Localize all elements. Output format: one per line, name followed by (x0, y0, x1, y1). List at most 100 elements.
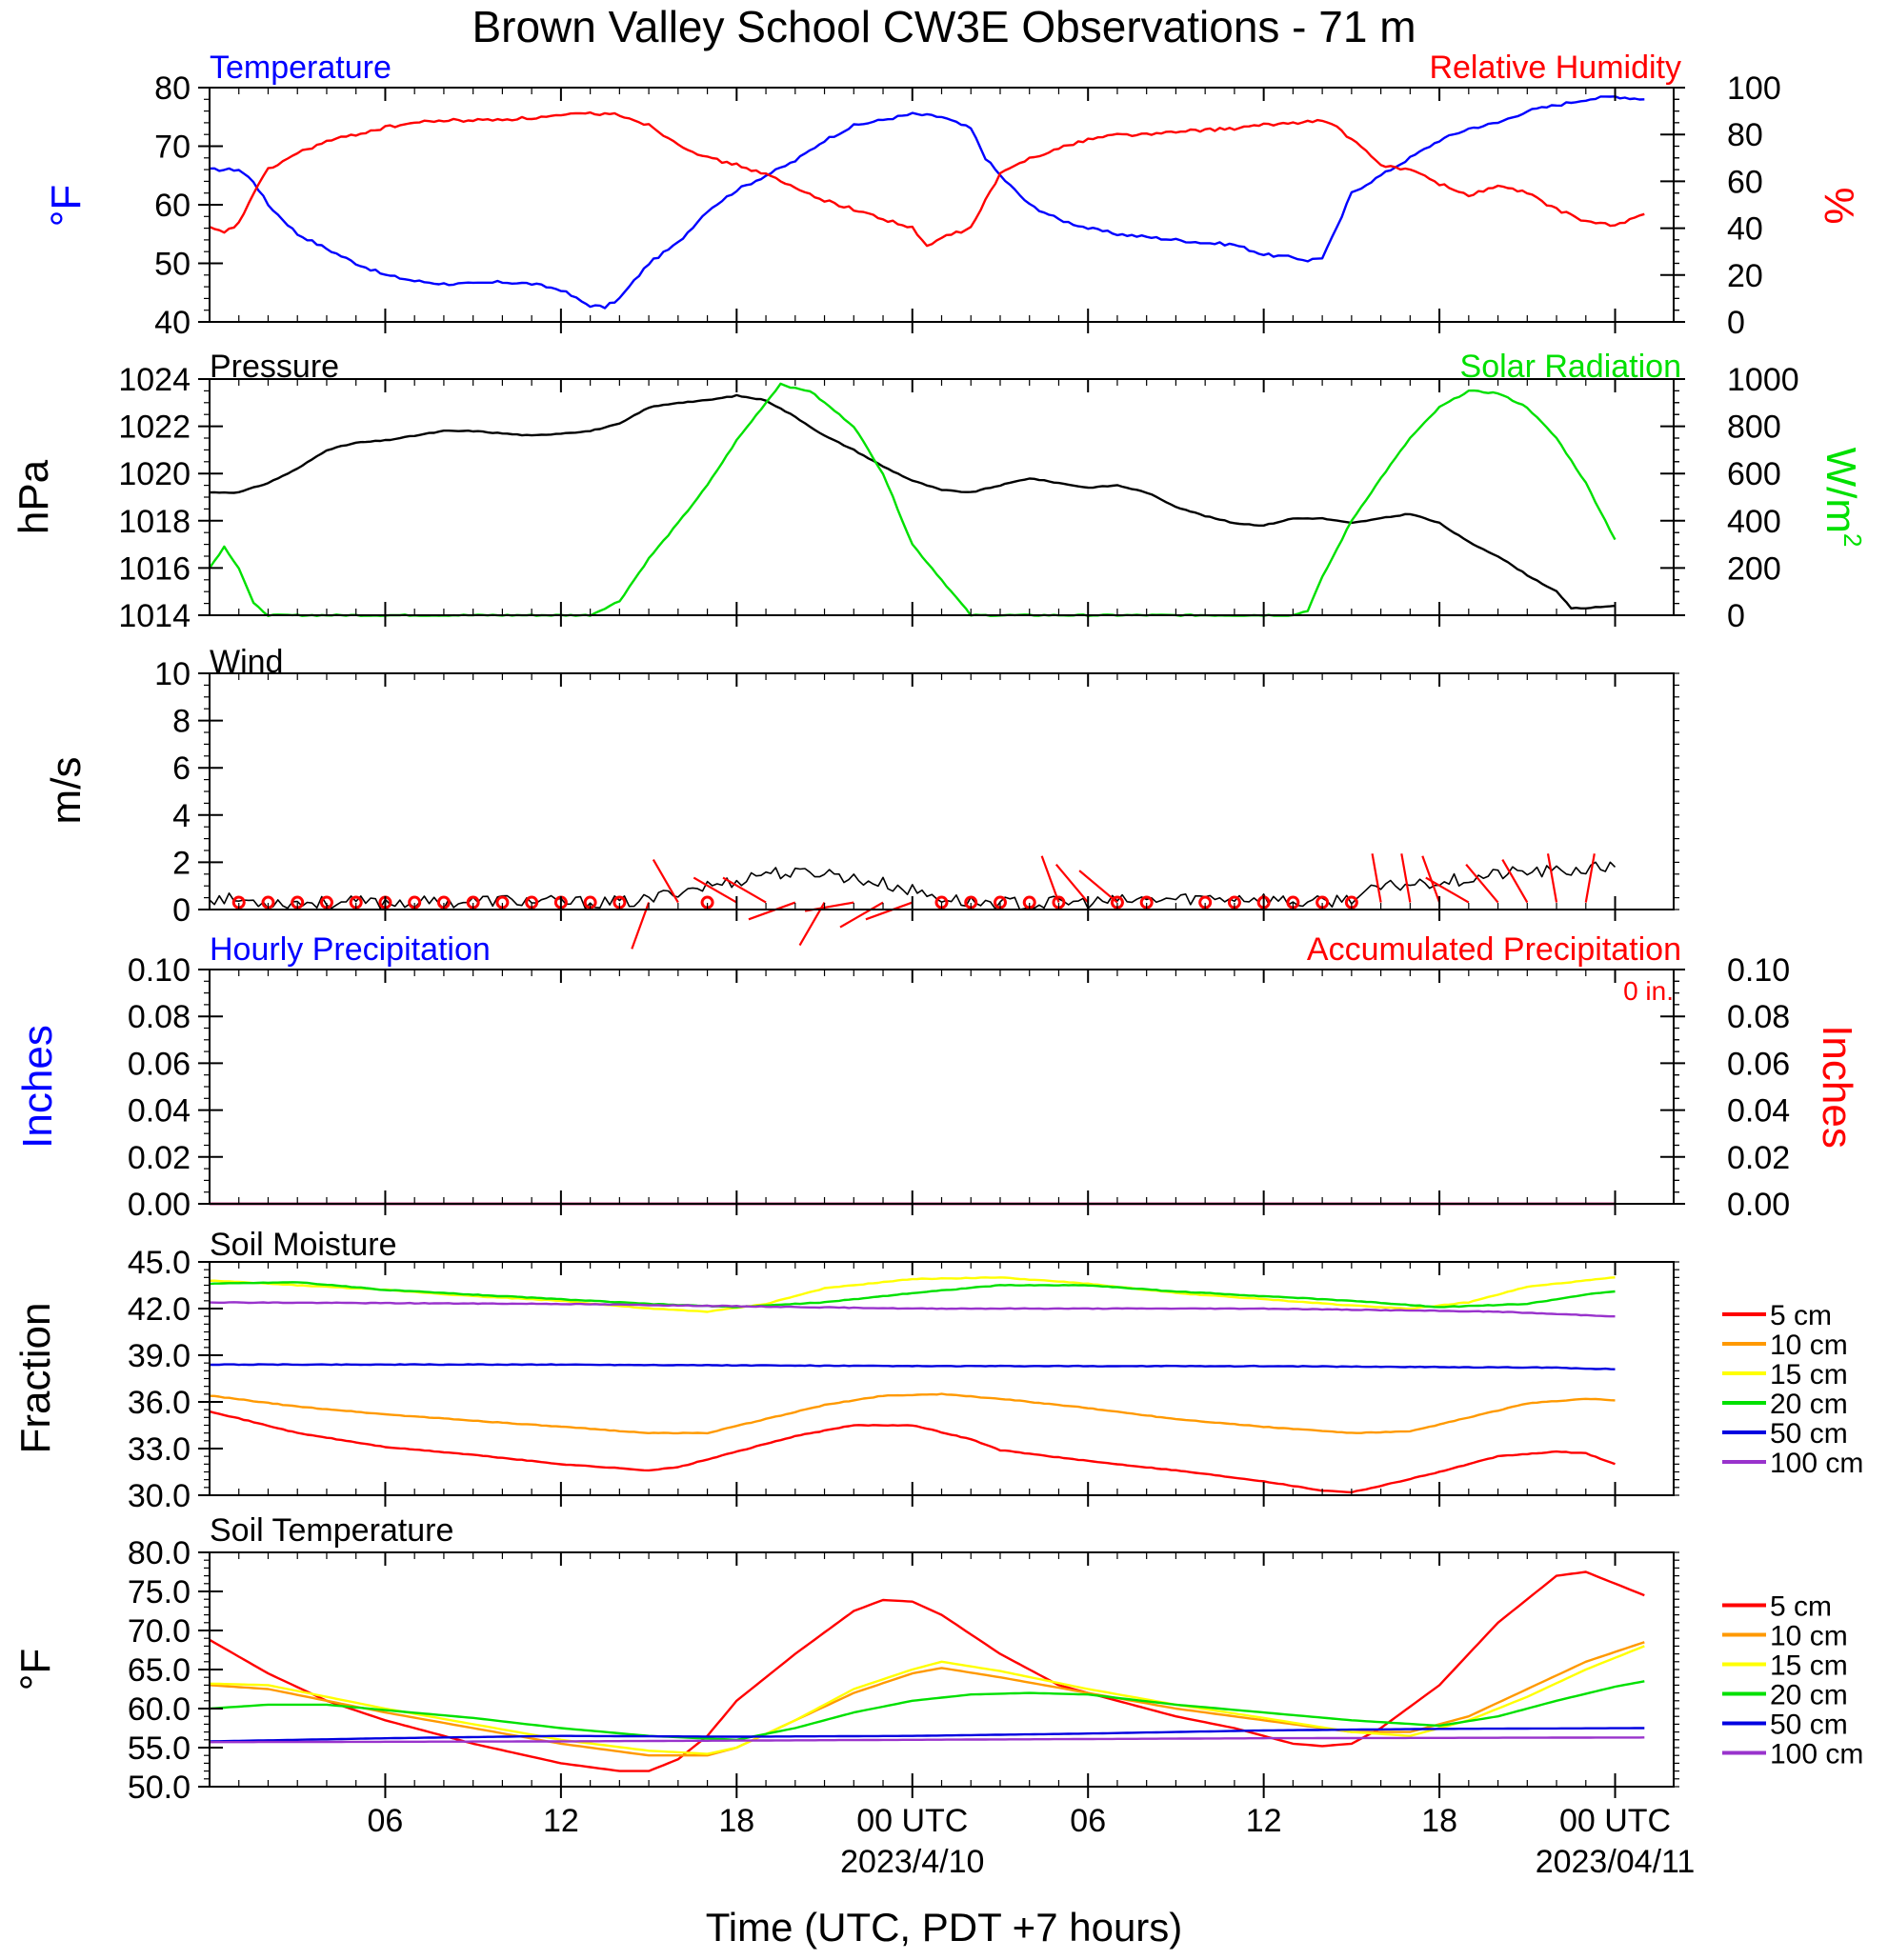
soil-line-20-cm (209, 1281, 1616, 1309)
solar-tick-labels: 1000 800 600 400 200 0 (1727, 362, 1799, 634)
left-tick-label: 55.0 (128, 1730, 191, 1767)
legend-label: 5 cm (1770, 1591, 1832, 1623)
time-tick-label: 18 (1421, 1803, 1457, 1839)
left-tick-label: 65.0 (128, 1652, 191, 1689)
right-tick-label: 20 (1727, 258, 1763, 294)
left-tick-label: 75.0 (128, 1574, 191, 1610)
left-tick-label: 4 (172, 798, 191, 834)
temperature-humidity-panel: Temperature Relative Humidity °F % 80 70 6… (43, 50, 1862, 341)
wind-barb (1465, 864, 1499, 904)
temperature-title: Temperature (210, 50, 392, 86)
right-tick-label: 0.04 (1727, 1093, 1790, 1130)
right-tick-label: 0.02 (1727, 1140, 1790, 1176)
wind-barb (1040, 855, 1060, 903)
legend-label: 10 cm (1770, 1621, 1848, 1652)
right-tick-label: 0.06 (1727, 1046, 1790, 1082)
temperature-tick-labels: 80 70 60 50 40 (154, 70, 191, 341)
wind-barb (748, 901, 796, 921)
soil-line-10-cm (209, 1641, 1645, 1757)
time-axis-title: Time (UTC, PDT +7 hours) (706, 1905, 1183, 1950)
legend-label: 10 cm (1770, 1330, 1848, 1361)
temperature-line (209, 95, 1645, 310)
soil-line-5-cm (209, 1410, 1616, 1494)
soil-line-100-cm (209, 1301, 1616, 1318)
left-tick-label: 10 (154, 656, 191, 692)
hourly-precip-tick-labels: 0.10 0.08 0.06 0.04 0.02 0.00 (128, 952, 191, 1223)
wind-barb (1421, 855, 1441, 903)
wind-barb (722, 876, 767, 904)
time-tick-label: 06 (1070, 1803, 1106, 1839)
solar-axis-unit-sup: 2 (1838, 533, 1867, 547)
left-tick-label: 40 (154, 305, 191, 341)
soil-temperature-series (209, 1570, 1645, 1772)
right-tick-label: 0.10 (1727, 952, 1790, 989)
accum-precip-axis-label: Inches (1814, 1025, 1860, 1149)
accum-precip-total: 0 in. (1623, 976, 1674, 1006)
wind-barb (652, 858, 679, 904)
time-tick-label: 00 UTC (856, 1803, 968, 1839)
wind-barb (1371, 853, 1382, 903)
right-tick-label: 1000 (1727, 362, 1799, 398)
left-tick-label: 33.0 (128, 1431, 191, 1468)
left-tick-label: 30.0 (128, 1478, 191, 1514)
right-tick-label: 600 (1727, 456, 1781, 492)
solar-axis-label: W/m2 (1818, 448, 1867, 548)
left-tick-label: 42.0 (128, 1291, 191, 1328)
legend-label: 50 cm (1770, 1710, 1848, 1741)
soil-line-15-cm (209, 1276, 1616, 1313)
time-tick-label: 00 UTC (1559, 1803, 1671, 1839)
wind-title: Wind (210, 644, 283, 680)
humidity-axis-label: % (1816, 187, 1862, 224)
right-tick-label: 0 (1727, 305, 1745, 341)
right-tick-label: 200 (1727, 550, 1781, 587)
wind-barb (1054, 864, 1090, 904)
wind-barb (1078, 870, 1118, 904)
left-tick-label: 50.0 (128, 1770, 191, 1806)
legend-label: 15 cm (1770, 1359, 1848, 1390)
right-tick-label: 40 (1727, 211, 1763, 248)
legend-label: 100 cm (1770, 1448, 1863, 1479)
wind-tick-labels: 10 8 6 4 2 0 (154, 656, 191, 929)
right-tick-label: 0.00 (1727, 1187, 1790, 1223)
soil-line-50-cm (209, 1727, 1645, 1743)
solar-axis-unit: W/m (1818, 448, 1864, 533)
hourly-precip-title: Hourly Precipitation (210, 931, 491, 968)
temperature-humidity-series (209, 95, 1645, 310)
soil-moisture-tick-labels: 45.0 42.0 39.0 36.0 33.0 30.0 (128, 1245, 191, 1514)
left-tick-label: 1022 (118, 410, 191, 446)
left-tick-label: 39.0 (128, 1338, 191, 1374)
humidity-line (209, 110, 1645, 248)
left-tick-label: 0.00 (128, 1187, 191, 1223)
soil-moisture-axis-label: Fraction (12, 1303, 59, 1454)
humidity-title: Relative Humidity (1429, 50, 1681, 86)
legend-label: 20 cm (1770, 1680, 1848, 1711)
time-tick-label: 12 (1246, 1803, 1282, 1839)
right-tick-label: 800 (1727, 410, 1781, 446)
soil-temperature-tick-labels: 80.075.070.065.060.055.050.0 (128, 1535, 191, 1806)
time-axis-labels: 06 12 18 00 UTC 06 12 18 00 UTC 2023/4/10 2023/04… (368, 1803, 1696, 1880)
date-label: 2023/04/11 (1536, 1844, 1696, 1880)
wind-barb (1546, 853, 1558, 903)
wind-axis-label: m/s (43, 757, 90, 825)
right-tick-label: 0 (1727, 598, 1745, 634)
left-tick-label: 0.02 (128, 1140, 191, 1176)
time-tick-label: 06 (368, 1803, 404, 1839)
pressure-solar-panel: Pressure Solar Radiation hPa W/m2 102410… (10, 349, 1867, 634)
left-tick-label: 70.0 (128, 1613, 191, 1650)
right-tick-label: 400 (1727, 504, 1781, 540)
time-tick-label: 18 (718, 1803, 754, 1839)
left-tick-label: 6 (172, 750, 191, 787)
left-tick-label: 80 (154, 70, 191, 107)
temperature-axis-label: °F (43, 185, 90, 227)
soil-temperature-title: Soil Temperature (210, 1512, 453, 1549)
wind-barb (1584, 853, 1596, 903)
left-tick-label: 80.0 (128, 1535, 191, 1571)
soil-line-20-cm (209, 1680, 1645, 1741)
left-tick-label: 0 (172, 892, 191, 929)
right-tick-label: 60 (1727, 164, 1763, 200)
soil-line-15-cm (209, 1645, 1645, 1755)
pressure-line (209, 393, 1616, 610)
